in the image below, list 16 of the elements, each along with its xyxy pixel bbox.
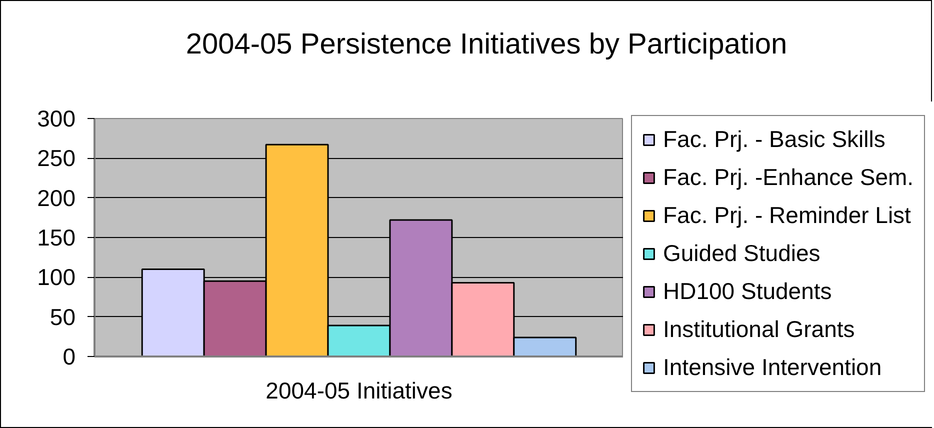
legend-label: Fac. Prj. -Enhance Sem.	[663, 164, 914, 191]
legend-label: Intensive Intervention	[663, 354, 882, 381]
y-tick-label: 300	[37, 106, 76, 132]
y-tick-label: 50	[50, 304, 76, 330]
x-tick-label: 2004-05 Initiatives	[266, 378, 452, 404]
legend-label: Guided Studies	[663, 240, 820, 267]
y-tick-label: 150	[37, 224, 76, 250]
legend-label: HD100 Students	[663, 278, 832, 305]
legend-label: Fac. Prj. - Basic Skills	[663, 126, 886, 153]
chart-title: 2004-05 Persistence Initiatives by Participation	[186, 28, 788, 60]
y-tick-label: 100	[37, 264, 76, 290]
legend-label: Fac. Prj. - Reminder List	[663, 202, 911, 229]
legend-label: Institutional Grants	[663, 316, 855, 343]
y-tick-label: 0	[62, 344, 76, 370]
y-tick-label: 250	[37, 145, 76, 172]
y-tick-label: 200	[37, 184, 76, 211]
